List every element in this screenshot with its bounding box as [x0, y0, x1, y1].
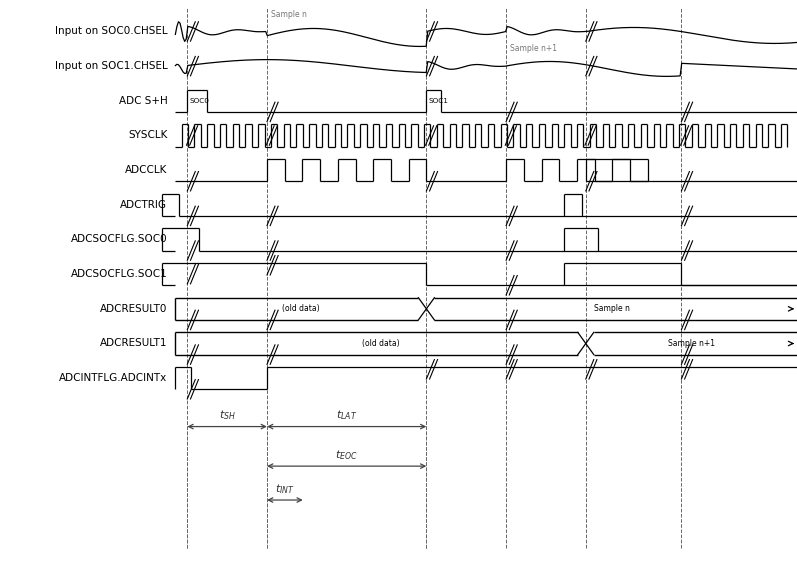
- Text: ADCCLK: ADCCLK: [125, 165, 167, 175]
- Text: Sample n: Sample n: [271, 10, 307, 19]
- Text: SOC0: SOC0: [190, 98, 210, 104]
- Text: ADC S+H: ADC S+H: [119, 96, 167, 106]
- Text: ADCRESULT1: ADCRESULT1: [100, 338, 167, 349]
- Text: Sample n: Sample n: [594, 305, 630, 314]
- Text: Input on SOC0.CHSEL: Input on SOC0.CHSEL: [55, 27, 167, 37]
- Text: Sample n+1: Sample n+1: [668, 339, 715, 348]
- Text: ADCRESULT0: ADCRESULT0: [100, 304, 167, 314]
- Text: SOC1: SOC1: [429, 98, 449, 104]
- Text: (old data): (old data): [282, 305, 320, 314]
- Text: ADCTRIG: ADCTRIG: [120, 200, 167, 210]
- Text: $t_{SH}$: $t_{SH}$: [218, 408, 236, 422]
- Text: ADCINTFLG.ADCINTx: ADCINTFLG.ADCINTx: [59, 373, 167, 383]
- Text: Sample n+1: Sample n+1: [510, 44, 557, 53]
- Text: $t_{LAT}$: $t_{LAT}$: [336, 408, 357, 422]
- Text: SYSCLK: SYSCLK: [128, 131, 167, 141]
- Text: $t_{EOC}$: $t_{EOC}$: [336, 448, 358, 462]
- Text: ADCSOCFLG.SOC0: ADCSOCFLG.SOC0: [71, 234, 167, 245]
- Text: $t_{INT}$: $t_{INT}$: [275, 482, 295, 496]
- Text: (old data): (old data): [362, 339, 399, 348]
- Text: Input on SOC1.CHSEL: Input on SOC1.CHSEL: [55, 61, 167, 71]
- Text: ADCSOCFLG.SOC1: ADCSOCFLG.SOC1: [71, 269, 167, 279]
